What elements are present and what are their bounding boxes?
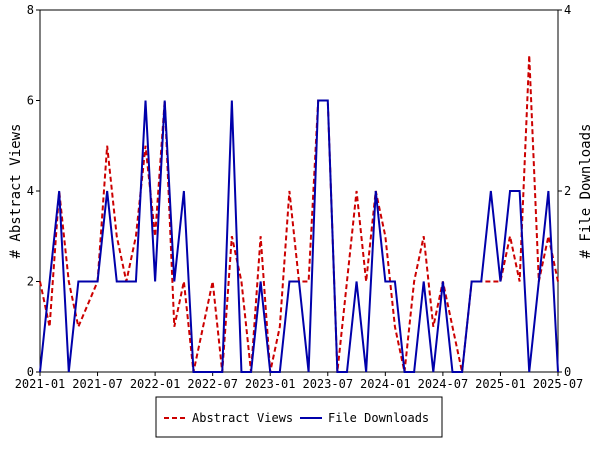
x-tick-label: 2024-01 xyxy=(360,377,411,391)
x-tick-label: 2025-07 xyxy=(533,377,584,391)
y-tick-label: 6 xyxy=(27,94,34,108)
y-tick-label: 4 xyxy=(27,184,34,198)
y-tick-label: 2 xyxy=(27,275,34,289)
y2-tick-label: 2 xyxy=(564,184,571,198)
series-line xyxy=(39,99,559,373)
x-tick-label: 2024-07 xyxy=(418,377,469,391)
legend-label: File Downloads xyxy=(328,411,429,425)
x-tick-label: 2022-07 xyxy=(187,377,238,391)
y-axis-label: # Abstract Views xyxy=(8,124,24,259)
legend xyxy=(155,396,443,438)
y2-axis-label: # File Downloads xyxy=(578,124,594,259)
series-line xyxy=(39,55,559,373)
y-tick-label: 0 xyxy=(27,365,34,379)
x-tick-label: 2022-01 xyxy=(130,377,181,391)
x-tick-label: 2021-01 xyxy=(15,377,66,391)
y2-tick-label: 4 xyxy=(564,3,571,17)
x-tick-label: 2025-01 xyxy=(475,377,526,391)
y-tick-label: 8 xyxy=(27,3,34,17)
x-tick-label: 2023-07 xyxy=(302,377,353,391)
x-tick-label: 2021-07 xyxy=(72,377,123,391)
plot-frame xyxy=(39,9,559,373)
x-tick-label: 2023-01 xyxy=(245,377,296,391)
legend-label: Abstract Views xyxy=(192,411,293,425)
y2-tick-label: 0 xyxy=(564,365,571,379)
